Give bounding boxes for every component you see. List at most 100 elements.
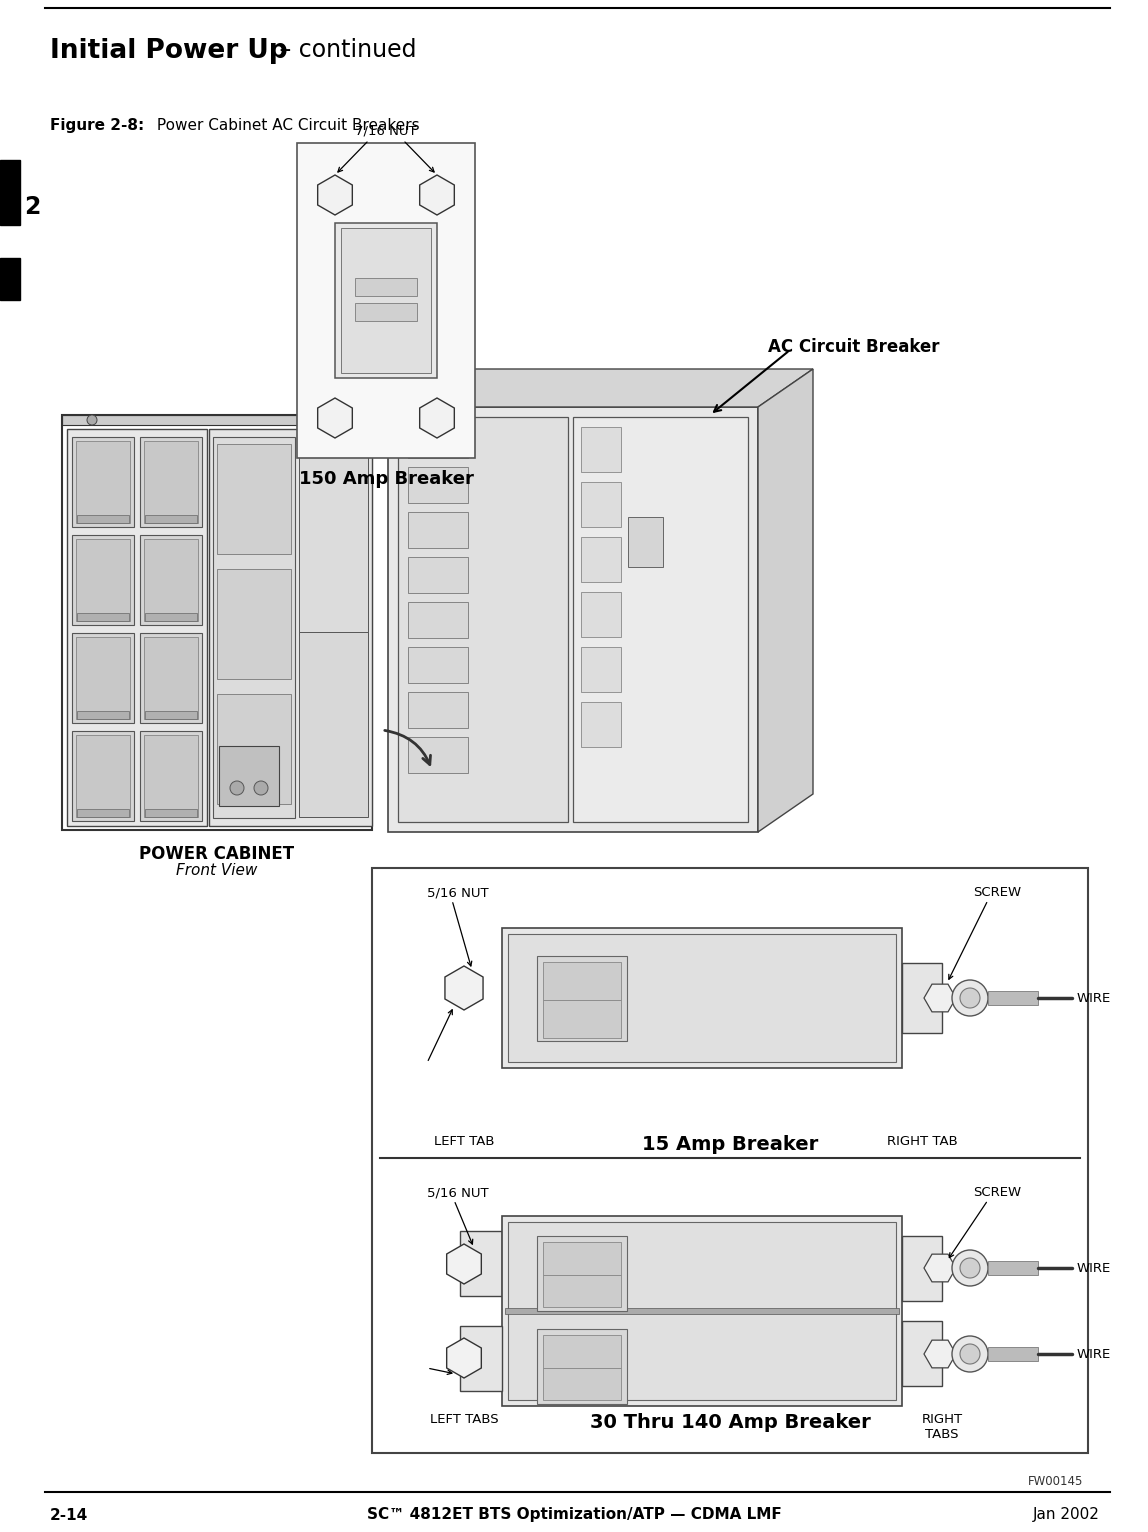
Bar xyxy=(505,1308,899,1314)
Bar xyxy=(355,277,417,296)
Bar xyxy=(988,1261,1038,1275)
Text: Front View: Front View xyxy=(177,863,257,878)
Bar xyxy=(581,538,621,582)
Text: 5/16 NUT: 5/16 NUT xyxy=(427,1186,489,1200)
Bar xyxy=(543,1275,621,1307)
Bar xyxy=(408,692,468,728)
Bar xyxy=(581,427,621,472)
Bar xyxy=(217,444,290,555)
Bar xyxy=(145,809,197,817)
Polygon shape xyxy=(318,398,352,438)
Bar xyxy=(509,935,895,1062)
Polygon shape xyxy=(924,984,956,1011)
Bar xyxy=(543,1242,621,1275)
Polygon shape xyxy=(318,175,352,214)
Bar xyxy=(144,637,197,719)
Circle shape xyxy=(952,1250,988,1285)
Polygon shape xyxy=(758,369,813,832)
Bar xyxy=(537,956,627,1042)
Bar xyxy=(72,437,134,527)
Polygon shape xyxy=(447,1337,481,1377)
Text: POWER CABINET: POWER CABINET xyxy=(139,846,295,863)
Bar xyxy=(298,437,369,634)
Bar xyxy=(145,711,197,719)
Text: 150 Amp Breaker: 150 Amp Breaker xyxy=(298,470,473,489)
Bar xyxy=(297,142,475,458)
Bar xyxy=(408,467,468,502)
Circle shape xyxy=(254,781,267,795)
Bar xyxy=(543,962,621,1000)
Text: SCREW: SCREW xyxy=(974,1186,1021,1200)
Bar xyxy=(0,257,20,300)
Circle shape xyxy=(952,980,988,1016)
Bar xyxy=(140,535,202,625)
Polygon shape xyxy=(924,1340,956,1368)
Bar xyxy=(581,591,621,637)
Bar xyxy=(502,1216,902,1406)
Text: RIGHT TAB: RIGHT TAB xyxy=(886,1135,957,1147)
Bar xyxy=(398,417,568,823)
Bar xyxy=(408,647,468,683)
Bar xyxy=(537,1236,627,1311)
Bar xyxy=(988,1347,1038,1360)
Circle shape xyxy=(230,781,245,795)
Bar xyxy=(902,1236,943,1301)
Bar xyxy=(77,809,129,817)
Circle shape xyxy=(960,1344,980,1363)
Text: – continued: – continued xyxy=(272,38,417,61)
Bar xyxy=(67,429,207,826)
Bar xyxy=(388,408,758,832)
Bar xyxy=(140,731,202,821)
Bar xyxy=(408,512,468,548)
Bar xyxy=(502,928,902,1068)
Circle shape xyxy=(338,415,347,424)
Bar xyxy=(62,415,372,830)
Bar xyxy=(76,735,130,817)
Text: AC Circuit Breaker: AC Circuit Breaker xyxy=(768,339,939,355)
Bar xyxy=(460,1232,502,1296)
Bar xyxy=(145,515,197,522)
Circle shape xyxy=(960,988,980,1008)
Polygon shape xyxy=(420,398,455,438)
Bar xyxy=(217,694,290,804)
Circle shape xyxy=(960,1258,980,1278)
Bar xyxy=(573,417,748,823)
Bar xyxy=(144,441,197,522)
Bar xyxy=(408,558,468,593)
Text: LEFT TAB: LEFT TAB xyxy=(434,1135,495,1147)
Bar xyxy=(144,735,197,817)
Bar xyxy=(988,991,1038,1005)
Bar xyxy=(408,421,468,458)
Polygon shape xyxy=(420,175,455,214)
Bar xyxy=(140,633,202,723)
Bar xyxy=(628,516,664,567)
Bar xyxy=(298,633,369,817)
Bar xyxy=(72,535,134,625)
Circle shape xyxy=(87,415,96,424)
Text: Initial Power Up: Initial Power Up xyxy=(51,38,288,64)
Bar xyxy=(209,429,372,826)
Bar xyxy=(72,731,134,821)
Polygon shape xyxy=(388,369,813,408)
Bar xyxy=(140,437,202,527)
Bar xyxy=(144,539,197,620)
Bar xyxy=(76,637,130,719)
Bar xyxy=(214,437,295,818)
Text: 5/16 NUT: 5/16 NUT xyxy=(427,885,489,899)
Bar xyxy=(581,702,621,748)
Bar xyxy=(408,602,468,637)
Bar xyxy=(902,1321,943,1386)
Polygon shape xyxy=(924,1255,956,1282)
Bar xyxy=(217,568,290,679)
Text: 2-14: 2-14 xyxy=(51,1507,88,1523)
Text: 30 Thru 140 Amp Breaker: 30 Thru 140 Amp Breaker xyxy=(590,1413,870,1432)
Text: 7/16 NUT: 7/16 NUT xyxy=(355,126,417,138)
Bar xyxy=(372,869,1088,1452)
Bar xyxy=(537,1328,627,1403)
Bar xyxy=(219,746,279,806)
Text: SCREW: SCREW xyxy=(974,885,1021,899)
Text: 2: 2 xyxy=(24,195,40,219)
Bar xyxy=(76,539,130,620)
Bar xyxy=(460,1327,502,1391)
Text: SC™ 4812ET BTS Optimization/ATP — CDMA LMF: SC™ 4812ET BTS Optimization/ATP — CDMA L… xyxy=(366,1507,782,1523)
